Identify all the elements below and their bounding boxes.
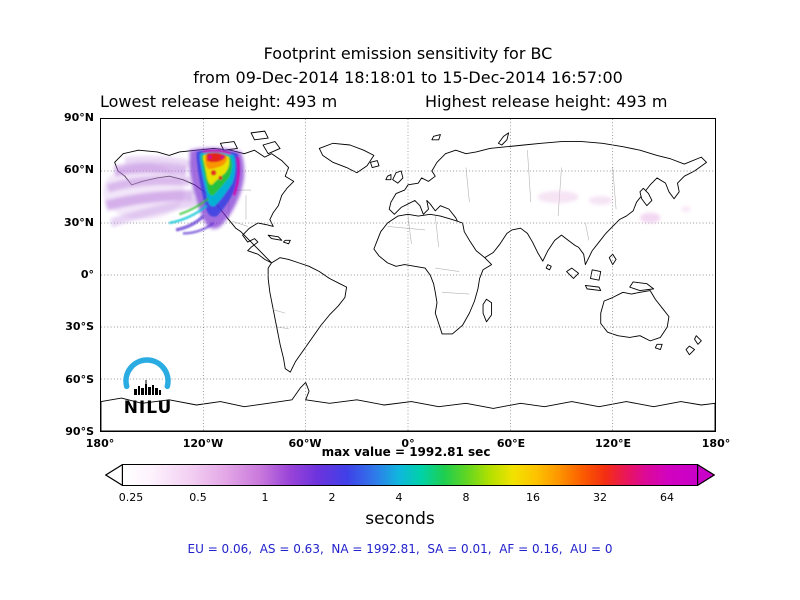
x-axis-label-120e: 120°E <box>595 437 631 450</box>
y-axis-label-30n: 30°N <box>63 216 94 229</box>
nilu-logo: NILU <box>123 357 173 418</box>
colorbar-tick-64: 64 <box>660 491 674 504</box>
max-value-label: max value = 1992.81 sec <box>321 445 491 459</box>
colorbar-unit-label: seconds <box>365 509 435 529</box>
colorbar-tick-05: 0.5 <box>189 491 207 504</box>
x-axis-label-60e: 60°E <box>496 437 526 450</box>
x-axis-label-120w: 120°W <box>182 437 224 450</box>
region-totals-text: EU = 0.06, AS = 0.63, NA = 1992.81, SA =… <box>187 542 613 556</box>
highest-release-height-label: Highest release height: 493 m <box>425 92 668 111</box>
colorbar-tick-1: 1 <box>261 491 269 504</box>
colorbar-left-arrow <box>105 464 123 486</box>
colorbar-right-arrow <box>697 464 715 486</box>
nilu-skyline-icon <box>134 380 161 395</box>
x-axis-label-180w: 180° <box>85 437 115 450</box>
continents <box>101 131 715 431</box>
nilu-arc <box>123 357 171 390</box>
colorbar <box>105 464 715 486</box>
colorbar-tick-025: 0.25 <box>118 491 144 504</box>
figure-subtitle: from 09-Dec-2014 18:18:01 to 15-Dec-2014… <box>193 68 623 87</box>
colorbar-tick-4: 4 <box>395 491 403 504</box>
figure-title: Footprint emission sensitivity for BC <box>263 44 553 63</box>
colorbar-tick-16: 16 <box>526 491 540 504</box>
nilu-logo-text: NILU <box>124 398 173 418</box>
y-axis-label-90s: 90°S <box>65 425 94 438</box>
lowest-release-height-label: Lowest release height: 493 m <box>100 92 338 111</box>
y-axis-label-60n: 60°N <box>63 163 94 176</box>
y-axis-label-0: 0° <box>80 268 94 281</box>
x-axis-label-0: 0° <box>401 437 415 450</box>
y-axis-label-90n: 90°N <box>63 111 94 124</box>
y-axis-label-60s: 60°S <box>65 373 94 386</box>
y-axis-label-30s: 30°S <box>65 320 94 333</box>
colorbar-tick-2: 2 <box>328 491 336 504</box>
x-axis-label-60w: 60°W <box>288 437 322 450</box>
asia-trace-patches <box>537 190 692 223</box>
country-borders <box>203 150 616 329</box>
x-axis-label-180e: 180° <box>701 437 731 450</box>
map-frame: NILU <box>100 118 716 432</box>
emission-plume <box>102 147 692 235</box>
colorbar-tick-32: 32 <box>593 491 607 504</box>
colorbar-tick-8: 8 <box>462 491 470 504</box>
world-map <box>101 119 715 431</box>
colorbar-gradient <box>123 464 697 486</box>
